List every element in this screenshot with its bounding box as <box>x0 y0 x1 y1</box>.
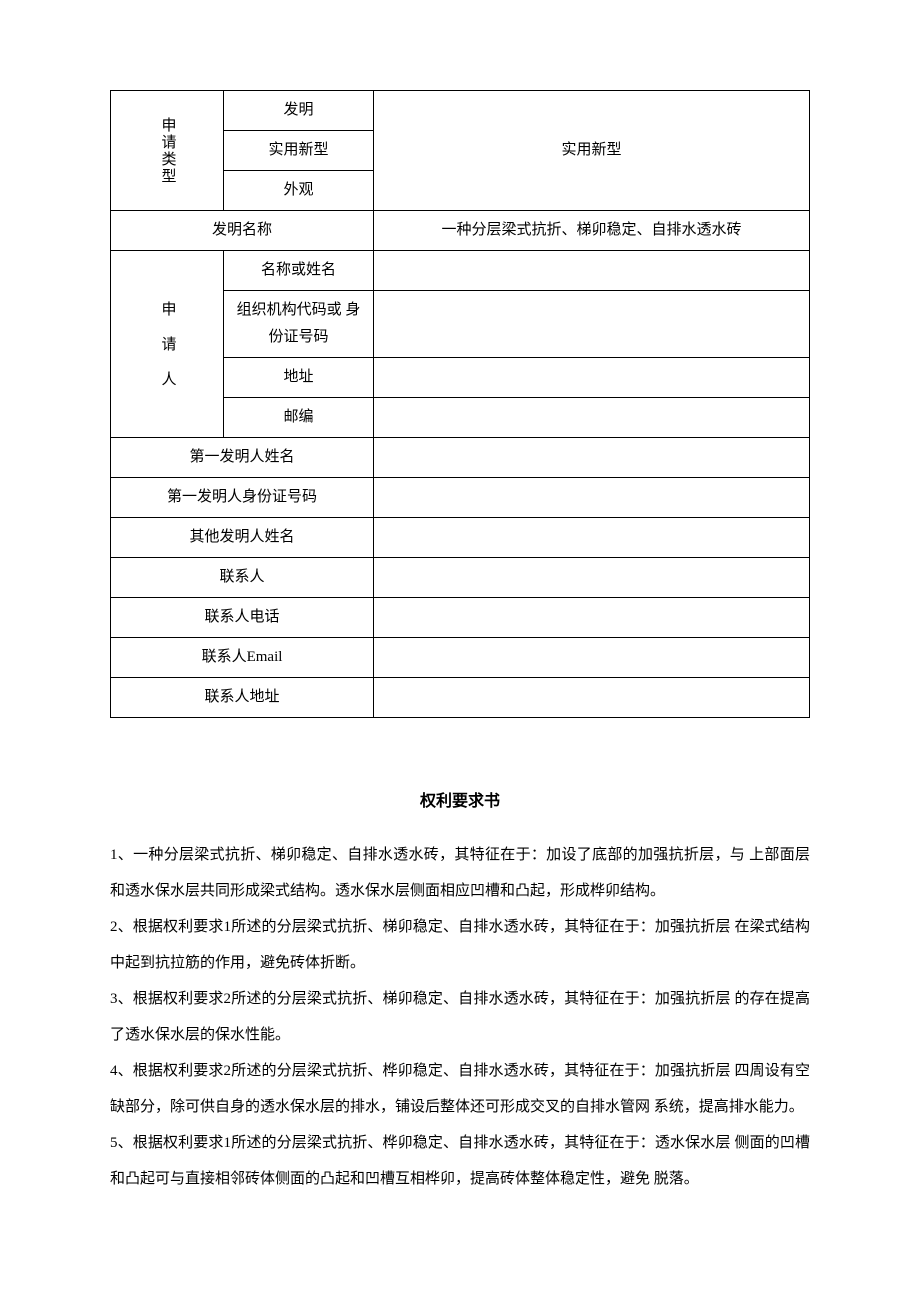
invention-name-value: 一种分层梁式抗折、梯卯稳定、自排水透水砖 <box>374 211 810 251</box>
first-inventor-name-value <box>374 438 810 478</box>
contact-phone-label: 联系人电话 <box>111 598 374 638</box>
other-inventor-label: 其他发明人姓名 <box>111 518 374 558</box>
applicant-name-value <box>374 251 810 291</box>
invention-name-label: 发明名称 <box>111 211 374 251</box>
claims-body: 1、一种分层梁式抗折、梯卯稳定、自排水透水砖，其特征在于：加设了底部的加强抗折层… <box>110 837 810 1197</box>
first-inventor-id-label: 第一发明人身份证号码 <box>111 478 374 518</box>
contact-address-label: 联系人地址 <box>111 678 374 718</box>
type-invention-label: 发明 <box>224 91 374 131</box>
claim-item-1: 1、一种分层梁式抗折、梯卯稳定、自排水透水砖，其特征在于：加设了底部的加强抗折层… <box>110 837 810 909</box>
application-type-label: 申请类型 <box>111 91 224 211</box>
contact-address-value <box>374 678 810 718</box>
applicant-org-label: 组织机构代码或 身份证号码 <box>224 291 374 358</box>
contact-email-label: 联系人Email <box>111 638 374 678</box>
applicant-address-value <box>374 358 810 398</box>
applicant-postcode-value <box>374 398 810 438</box>
applicant-name-label: 名称或姓名 <box>224 251 374 291</box>
claim-item-2: 2、根据权利要求1所述的分层梁式抗折、梯卯稳定、自排水透水砖，其特征在于：加强抗… <box>110 909 810 981</box>
claim-item-5: 5、根据权利要求1所述的分层梁式抗折、桦卯稳定、自排水透水砖，其特征在于：透水保… <box>110 1125 810 1197</box>
type-utility-label: 实用新型 <box>224 131 374 171</box>
contact-value <box>374 558 810 598</box>
contact-email-value <box>374 638 810 678</box>
applicant-label: 申 请 人 <box>111 251 224 438</box>
contact-phone-value <box>374 598 810 638</box>
other-inventor-value <box>374 518 810 558</box>
selected-type-value: 实用新型 <box>374 91 810 211</box>
first-inventor-name-label: 第一发明人姓名 <box>111 438 374 478</box>
claims-title: 权利要求书 <box>110 788 810 817</box>
type-design-label: 外观 <box>224 171 374 211</box>
claim-item-3: 3、根据权利要求2所述的分层梁式抗折、梯卯稳定、自排水透水砖，其特征在于：加强抗… <box>110 981 810 1053</box>
applicant-org-value <box>374 291 810 358</box>
contact-label: 联系人 <box>111 558 374 598</box>
first-inventor-id-value <box>374 478 810 518</box>
applicant-postcode-label: 邮编 <box>224 398 374 438</box>
application-info-table: 申请类型 发明 实用新型 实用新型 外观 发明名称 一种分层梁式抗折、梯卯稳定、… <box>110 90 810 718</box>
applicant-address-label: 地址 <box>224 358 374 398</box>
claim-item-4: 4、根据权利要求2所述的分层梁式抗折、桦卯稳定、自排水透水砖，其特征在于：加强抗… <box>110 1053 810 1125</box>
